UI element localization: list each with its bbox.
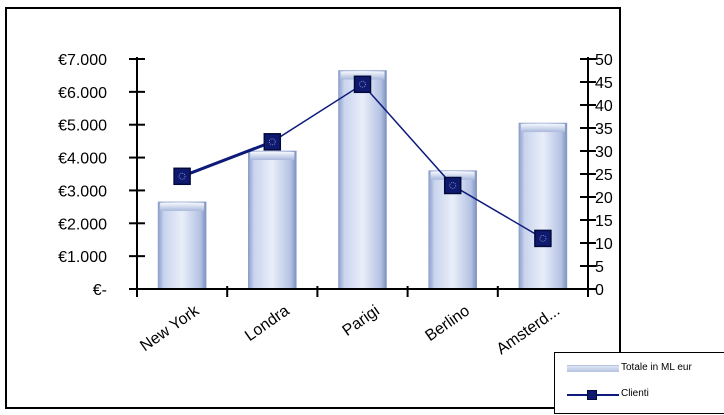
y-right-tick-label: 40 bbox=[595, 98, 613, 115]
x-tick-label: New York bbox=[137, 302, 203, 355]
y-left-tick-label: €4.000 bbox=[58, 151, 107, 168]
y-left-tick-label: €6.000 bbox=[58, 85, 107, 102]
data-point-marker bbox=[353, 75, 372, 94]
bar bbox=[248, 150, 297, 290]
legend-swatch-bar bbox=[567, 365, 619, 372]
y-right-tick-label: 5 bbox=[595, 259, 604, 276]
data-point-marker bbox=[173, 167, 191, 186]
bar-top-bevel bbox=[520, 124, 565, 133]
bar-top-bevel bbox=[340, 71, 385, 80]
data-point-marker-detail bbox=[539, 234, 547, 242]
y-right-tick-label: 20 bbox=[595, 190, 613, 207]
data-point-marker bbox=[263, 133, 282, 151]
bar-top-bevel bbox=[160, 202, 205, 211]
series-line-segment bbox=[181, 140, 273, 178]
y-right-tick-label: 15 bbox=[595, 213, 613, 230]
data-point-marker bbox=[443, 176, 462, 195]
y-right-tick-label: 45 bbox=[595, 75, 613, 92]
data-point-marker-detail bbox=[268, 138, 276, 146]
legend-label-totale: Totale in ML eur bbox=[621, 362, 692, 373]
page-margin bbox=[621, 7, 724, 409]
y-right-tick-label: 25 bbox=[595, 167, 613, 184]
y-left-tick-label: €7.000 bbox=[58, 52, 107, 69]
y-left-tick-label: €3.000 bbox=[58, 183, 107, 200]
x-tick-label: Amsterd... bbox=[494, 302, 563, 358]
y-left-tick-label: €5.000 bbox=[58, 118, 107, 135]
x-tick-label: Londra bbox=[242, 302, 293, 345]
legend-marker-icon bbox=[587, 390, 597, 400]
bar bbox=[338, 70, 387, 290]
y-left-tick-label: €1.000 bbox=[58, 249, 107, 266]
y-left-tick-label: €- bbox=[93, 282, 107, 299]
data-point-marker-detail bbox=[449, 182, 457, 189]
y-left-tick-label: €2.000 bbox=[58, 216, 107, 233]
data-point-marker-detail bbox=[359, 80, 366, 88]
y-right-tick-label: 35 bbox=[595, 121, 613, 138]
legend-label-clienti: Clienti bbox=[621, 388, 649, 399]
x-tick-label: Parigi bbox=[340, 302, 383, 339]
data-point-marker bbox=[534, 229, 552, 248]
bar-top-bevel bbox=[430, 171, 475, 180]
bar bbox=[518, 122, 568, 290]
y-right-tick-label: 10 bbox=[595, 236, 613, 253]
data-point-marker-detail bbox=[178, 172, 186, 180]
chart-frame bbox=[5, 7, 621, 409]
y-right-tick-label: 30 bbox=[595, 144, 613, 161]
bar bbox=[157, 201, 207, 290]
chart-legend: Totale in ML eur Clienti bbox=[554, 352, 724, 414]
x-tick-label: Berlino bbox=[422, 302, 473, 345]
y-right-tick-label: 0 bbox=[595, 282, 604, 299]
y-right-tick-label: 50 bbox=[595, 52, 613, 69]
bar-top-bevel bbox=[250, 152, 295, 160]
